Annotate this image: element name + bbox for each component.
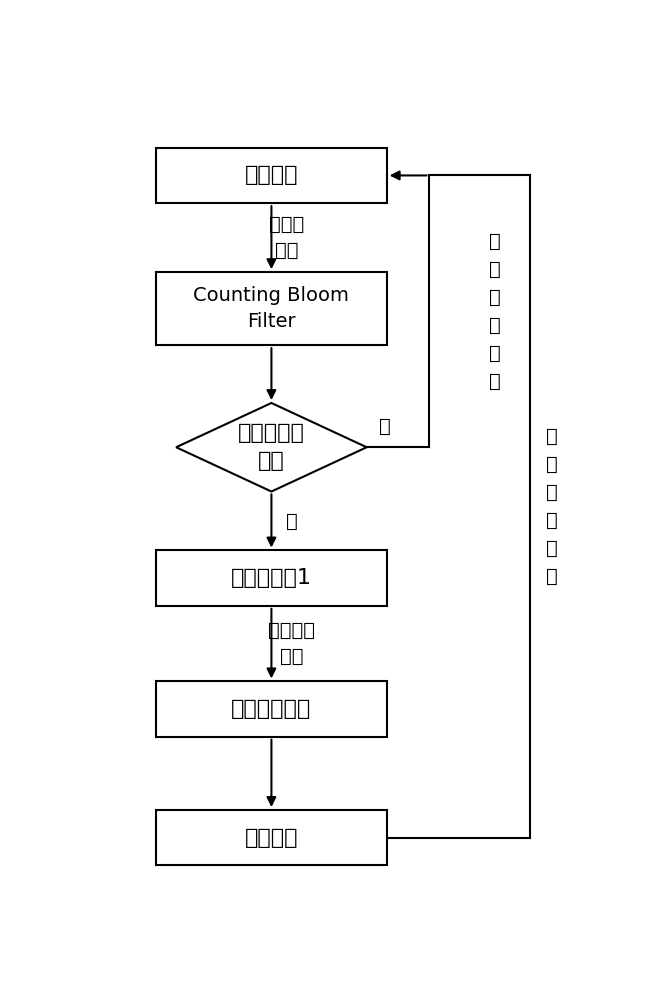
Text: 解析流
标识: 解析流 标识	[269, 215, 304, 260]
Bar	[156, 810, 387, 865]
Bar	[156, 272, 387, 345]
Text: 处
理
下
一
分
组: 处 理 下 一 分 组	[488, 232, 500, 391]
Text: 计算误差
概率: 计算误差 概率	[268, 621, 315, 666]
Text: 流计数器加1: 流计数器加1	[231, 568, 312, 588]
Text: 判定是否为
新流: 判定是否为 新流	[238, 423, 305, 471]
Text: 处
理
下
一
分
组: 处 理 下 一 分 组	[546, 427, 558, 586]
Bar	[156, 681, 387, 737]
Text: 随机抽样: 随机抽样	[245, 828, 298, 848]
Bar	[156, 148, 387, 203]
Text: 是: 是	[285, 511, 298, 530]
Bar	[156, 550, 387, 606]
Text: 否: 否	[379, 417, 391, 436]
Text: 数据分组: 数据分组	[245, 165, 298, 185]
Text: 调整抽样频率: 调整抽样频率	[231, 699, 312, 719]
Text: Counting Bloom
Filter: Counting Bloom Filter	[193, 286, 349, 331]
Polygon shape	[176, 403, 367, 492]
